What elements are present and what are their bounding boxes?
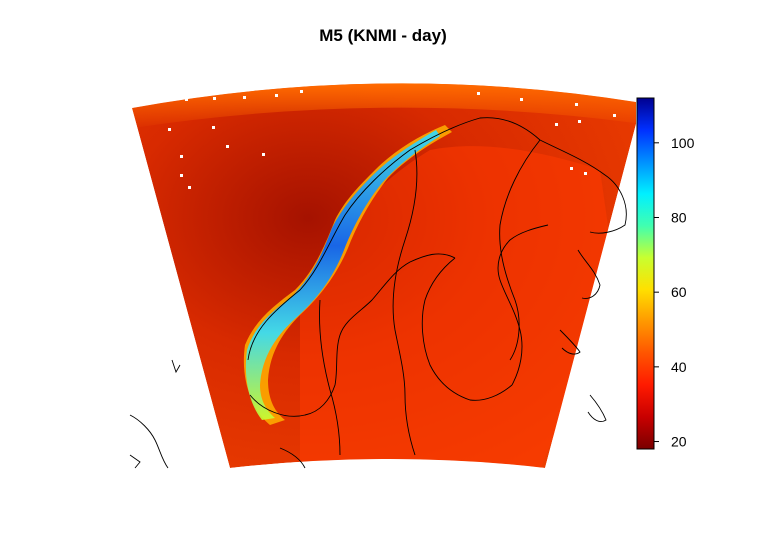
land-precip-area <box>300 146 610 468</box>
colorbar-scale <box>636 97 655 450</box>
colorbar-tick-label: 100 <box>671 135 695 151</box>
coastal-band-outer <box>243 125 452 425</box>
coastlines <box>129 117 627 469</box>
colorbar-ticks: 20 40 60 80 100 <box>654 135 695 450</box>
colorbar-tick-label: 80 <box>671 209 687 225</box>
colorbar-tick-label: 20 <box>671 434 687 450</box>
colorbar-tick-label: 40 <box>671 359 687 375</box>
missing-data-pixels <box>168 90 616 189</box>
map-title: M5 (KNMI - day) <box>319 26 447 45</box>
model-domain-field <box>132 83 636 468</box>
colorbar: 20 40 60 80 100 <box>636 97 695 450</box>
domain-edge-band <box>132 83 636 130</box>
colorbar-tick-label: 60 <box>671 284 687 300</box>
